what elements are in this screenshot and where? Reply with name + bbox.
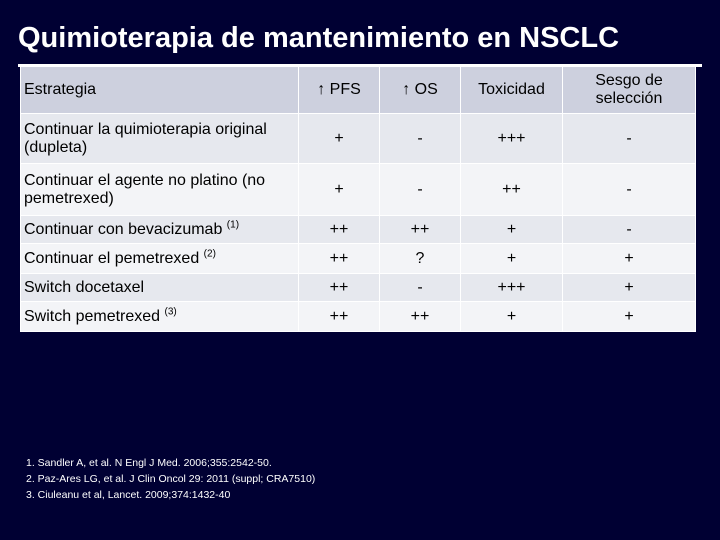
header-pfs: ↑ PFS <box>298 66 380 114</box>
title-underline <box>18 64 702 67</box>
header-toxicidad: Toxicidad <box>460 66 563 114</box>
cell-pfs: ++ <box>298 243 380 274</box>
row-label: Continuar la quimioterapia original (dup… <box>20 113 299 164</box>
cell-sesgo: + <box>562 301 696 332</box>
table-row: Switch docetaxel ++ - +++ + <box>20 273 696 302</box>
table-header-row: Estrategia ↑ PFS ↑ OS Toxicidad Sesgo de… <box>20 66 696 114</box>
table-row: Switch pemetrexed (3) ++ ++ + + <box>20 301 696 332</box>
row-label-text: Continuar el pemetrexed <box>24 249 200 267</box>
table-row: Continuar el pemetrexed (2) ++ ? + + <box>20 243 696 274</box>
cell-pfs: + <box>298 113 380 164</box>
cell-toxicidad: + <box>460 215 563 244</box>
cell-os: ++ <box>379 215 461 244</box>
cell-toxicidad: + <box>460 243 563 274</box>
cell-toxicidad: ++ <box>460 163 563 216</box>
cell-os: - <box>379 113 461 164</box>
row-label-text: Continuar la quimioterapia original (dup… <box>24 120 267 156</box>
row-label-text: Switch pemetrexed <box>24 307 161 325</box>
cell-sesgo: + <box>562 273 696 302</box>
footnote-ref: (3) <box>164 306 177 318</box>
footnote-ref: (1) <box>226 219 240 231</box>
cell-pfs: + <box>298 163 380 216</box>
cell-sesgo: - <box>562 215 696 244</box>
reference-item: 1. Sandler A, et al. N Engl J Med. 2006;… <box>26 457 272 469</box>
cell-toxicidad: +++ <box>460 273 563 302</box>
references: 1. Sandler A, et al. N Engl J Med. 2006;… <box>26 455 315 503</box>
reference-item: 3. Ciuleanu et al, Lancet. 2009;374:1432… <box>26 489 231 501</box>
row-label-text: Continuar el agente no platino (no pemet… <box>24 171 266 207</box>
table-row: Continuar con bevacizumab (1) ++ ++ + - <box>20 215 696 244</box>
cell-pfs: ++ <box>298 215 380 244</box>
cell-sesgo: - <box>562 113 696 164</box>
cell-sesgo: + <box>562 243 696 274</box>
reference-item: 2. Paz-Ares LG, et al. J Clin Oncol 29: … <box>26 473 316 485</box>
row-label: Continuar el agente no platino (no pemet… <box>20 163 299 216</box>
cell-pfs: ++ <box>298 301 380 332</box>
table-row: Continuar el agente no platino (no pemet… <box>20 163 696 216</box>
strategy-table: Estrategia ↑ PFS ↑ OS Toxicidad Sesgo de… <box>20 66 696 332</box>
cell-os: ++ <box>379 301 461 332</box>
footnote-ref: (2) <box>203 248 216 260</box>
cell-os: - <box>379 163 461 216</box>
row-label: Switch docetaxel <box>20 273 299 302</box>
slide-title: Quimioterapia de mantenimiento en NSCLC <box>18 22 620 54</box>
row-label: Continuar con bevacizumab (1) <box>20 215 299 244</box>
row-label: Switch pemetrexed (3) <box>20 301 299 332</box>
cell-os: - <box>379 273 461 302</box>
header-os: ↑ OS <box>379 66 461 114</box>
header-estrategia: Estrategia <box>20 66 299 114</box>
header-sesgo: Sesgo de selección <box>562 66 696 114</box>
table-row: Continuar la quimioterapia original (dup… <box>20 113 696 164</box>
cell-toxicidad: +++ <box>460 113 563 164</box>
cell-toxicidad: + <box>460 301 563 332</box>
cell-sesgo: - <box>562 163 696 216</box>
row-label-text: Switch docetaxel <box>24 278 145 296</box>
row-label-text: Continuar con bevacizumab <box>24 220 223 238</box>
row-label: Continuar el pemetrexed (2) <box>20 243 299 274</box>
cell-os: ? <box>379 243 461 274</box>
cell-pfs: ++ <box>298 273 380 302</box>
